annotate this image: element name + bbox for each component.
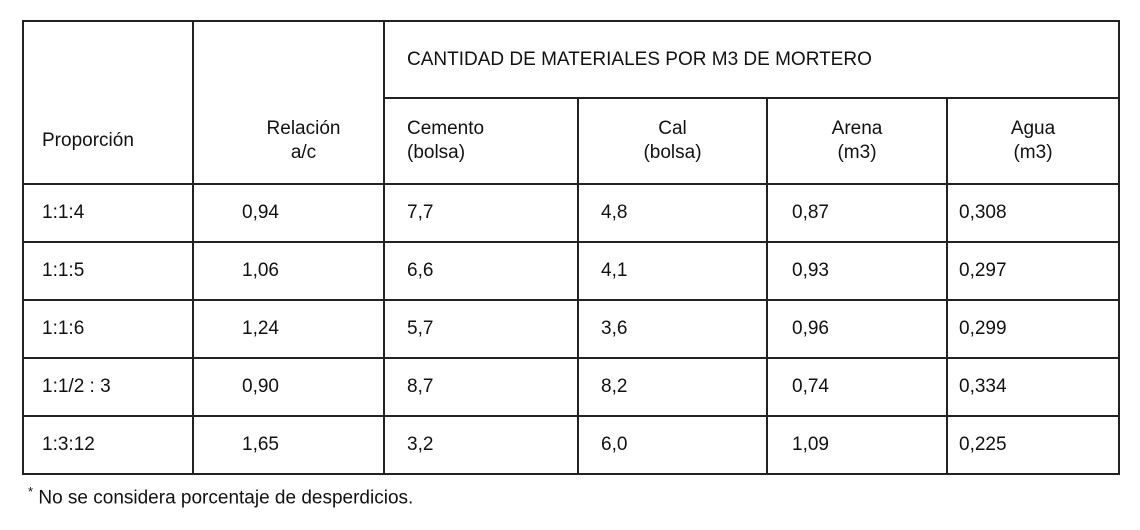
table-cell: 1:1:5: [22, 241, 194, 301]
table-cell: 0,94: [192, 183, 385, 243]
table-cell: 0,93: [766, 241, 948, 301]
table-cell: 8,2: [577, 357, 768, 417]
table-cell: 0,225: [946, 415, 1120, 475]
table-cell: 4,1: [577, 241, 768, 301]
table-cell: 0,96: [766, 299, 948, 359]
table-cell: 3,6: [577, 299, 768, 359]
table-cell: 1,06: [192, 241, 385, 301]
group-header: CANTIDAD DE MATERIALES POR M3 DE MORTERO: [383, 20, 1120, 99]
header-line: (bolsa): [643, 142, 702, 163]
column-header: Agua (m3): [946, 97, 1120, 185]
table-cell: 1,24: [192, 299, 385, 359]
table-cell: 1:3:12: [22, 415, 194, 475]
column-header: Relación a/c: [192, 20, 385, 185]
column-header: Cemento (bolsa): [383, 97, 579, 185]
table-cell: 7,7: [383, 183, 579, 243]
table-cell: 3,2: [383, 415, 579, 475]
header-line: (bolsa): [407, 142, 466, 163]
table-cell: 0,299: [946, 299, 1120, 359]
footnote: * No se considera porcentaje de desperdi…: [28, 484, 413, 509]
header-line: Arena: [831, 118, 883, 139]
table-cell: 0,334: [946, 357, 1120, 417]
footnote-marker: *: [28, 484, 34, 499]
table-cell: 1:1/2 : 3: [22, 357, 194, 417]
header-line: (m3): [1013, 142, 1053, 163]
table-cell: 1,65: [192, 415, 385, 475]
table-cell: 0,87: [766, 183, 948, 243]
header-line: Proporción: [42, 130, 134, 151]
table-row: 1:1:4 0,94 7,7 4,8 0,87 0,308: [22, 183, 1120, 243]
table-cell: 6,0: [577, 415, 768, 475]
table-cell: 0,297: [946, 241, 1120, 301]
header-line: (m3): [837, 142, 877, 163]
table-cell: 4,8: [577, 183, 768, 243]
table-cell: 1:1:6: [22, 299, 194, 359]
table-cell: 0,90: [192, 357, 385, 417]
table-cell: 5,7: [383, 299, 579, 359]
materials-table: Proporción Relación a/c CANTIDAD DE MATER…: [22, 20, 1120, 475]
table-cell: 0,74: [766, 357, 948, 417]
header-line: Agua: [1010, 118, 1056, 139]
table-cell: 6,6: [383, 241, 579, 301]
header-line: Relación: [266, 118, 341, 139]
table-cell: 8,7: [383, 357, 579, 417]
header-line: Cemento: [407, 118, 485, 139]
table-row: 1:1:6 1,24 5,7 3,6 0,96 0,299: [22, 299, 1120, 359]
header-line: a/c: [290, 142, 317, 163]
table-row: 1:3:12 1,65 3,2 6,0 1,09 0,225: [22, 415, 1120, 475]
table-cell: 0,308: [946, 183, 1120, 243]
column-header: Cal (bolsa): [577, 97, 768, 185]
column-header: Proporción: [22, 20, 194, 185]
footnote-text: No se considera porcentaje de desperdici…: [38, 487, 414, 509]
table-body: 1:1:4 0,94 7,7 4,8 0,87 0,308 1:1:5 1,06 6,6 4,1 0…: [22, 183, 1120, 475]
column-header: Arena (m3): [766, 97, 948, 185]
table-row: 1:1/2 : 3 0,90 8,7 8,2 0,74 0,334: [22, 357, 1120, 417]
table-cell: 1:1:4: [22, 183, 194, 243]
table-row: 1:1:5 1,06 6,6 4,1 0,93 0,297: [22, 241, 1120, 301]
header-line: Cal: [658, 118, 687, 139]
table-cell: 1,09: [766, 415, 948, 475]
